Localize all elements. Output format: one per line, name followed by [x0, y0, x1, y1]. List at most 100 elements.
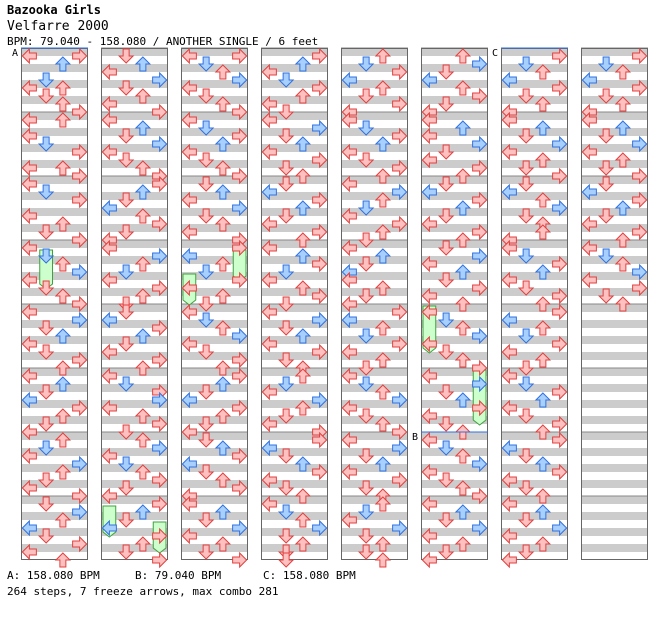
down-arrow [277, 528, 295, 544]
beat-stripe [261, 48, 328, 56]
left-arrow [101, 271, 117, 289]
left-arrow [341, 311, 357, 329]
beat-stripe [101, 96, 168, 104]
beat-stripe [21, 336, 88, 344]
left-arrow [421, 527, 437, 545]
up-arrow [54, 464, 72, 480]
beat-stripe [421, 384, 488, 392]
left-arrow [421, 303, 437, 321]
beat-stripe [341, 416, 408, 424]
right-arrow [152, 439, 168, 457]
right-arrow [392, 439, 408, 457]
right-arrow [552, 335, 568, 353]
right-arrow [232, 351, 248, 369]
right-arrow [72, 351, 88, 369]
beat-stripe [181, 176, 248, 184]
up-arrow [54, 80, 72, 96]
beat-stripe [261, 176, 328, 184]
left-arrow [181, 455, 197, 473]
beat-stripe [421, 208, 488, 216]
right-arrow [232, 551, 248, 569]
beat-stripe [181, 432, 248, 440]
beat-stripe [181, 128, 248, 136]
beat-stripe [421, 304, 488, 312]
down-arrow [437, 384, 455, 400]
beat-stripe [261, 128, 328, 136]
beat-stripe [581, 224, 648, 232]
right-arrow [632, 263, 648, 281]
up-arrow [374, 456, 392, 472]
up-arrow [374, 552, 392, 568]
up-arrow [374, 192, 392, 208]
down-arrow [517, 360, 535, 376]
left-arrow [181, 527, 197, 545]
down-arrow [197, 312, 215, 328]
beat-stripe [261, 496, 328, 504]
right-arrow [232, 399, 248, 417]
right-arrow [632, 47, 648, 65]
beat-stripe [101, 48, 168, 56]
down-arrow [357, 256, 375, 272]
beat-stripe [181, 64, 248, 72]
beat-stripe [261, 464, 328, 472]
beat-stripe [101, 336, 168, 344]
up-arrow [534, 192, 552, 208]
left-arrow [101, 519, 117, 537]
down-arrow [517, 512, 535, 528]
down-arrow [357, 152, 375, 168]
left-arrow [101, 343, 117, 361]
up-arrow [534, 536, 552, 552]
down-arrow [357, 288, 375, 304]
left-arrow [341, 143, 357, 161]
bpm-legend: A: 158.080 BPM B: 79.040 BPM C: 158.080 BP… [7, 569, 356, 582]
left-arrow [501, 183, 517, 201]
beat-stripe [261, 448, 328, 456]
down-arrow [277, 552, 295, 568]
left-arrow [181, 143, 197, 161]
down-arrow [37, 528, 55, 544]
beat-stripe [261, 432, 328, 440]
up-arrow [454, 320, 472, 336]
beat-stripe [101, 544, 168, 552]
up-arrow [294, 456, 312, 472]
down-arrow [37, 416, 55, 432]
right-arrow [392, 63, 408, 81]
down-arrow [597, 208, 615, 224]
right-arrow [472, 455, 488, 473]
beat-stripe [421, 176, 488, 184]
beat-stripe [341, 80, 408, 88]
left-arrow [101, 143, 117, 161]
up-arrow [54, 288, 72, 304]
left-arrow [501, 439, 517, 457]
beat-stripe [101, 416, 168, 424]
beat-stripe [21, 432, 88, 440]
beat-stripe [181, 160, 248, 168]
down-arrow [37, 440, 55, 456]
down-arrow [517, 160, 535, 176]
left-arrow [501, 471, 517, 489]
up-arrow [214, 376, 232, 392]
beat-stripe [421, 368, 488, 376]
down-arrow [37, 384, 55, 400]
beat-stripe [101, 512, 168, 520]
beat-stripe [341, 400, 408, 408]
right-arrow [472, 327, 488, 345]
beat-stripe [421, 352, 488, 360]
left-arrow [581, 183, 597, 201]
up-arrow [374, 416, 392, 432]
left-arrow [21, 79, 37, 97]
beat-stripe [21, 160, 88, 168]
down-arrow [357, 88, 375, 104]
up-arrow [374, 280, 392, 296]
left-arrow [501, 71, 517, 89]
up-arrow [534, 64, 552, 80]
up-arrow [614, 96, 632, 112]
beat-stripe [21, 208, 88, 216]
up-arrow [534, 96, 552, 112]
beat-stripe [261, 368, 328, 376]
right-arrow [472, 55, 488, 73]
left-arrow [181, 111, 197, 129]
right-arrow [72, 191, 88, 209]
beat-stripe [341, 480, 408, 488]
right-arrow [472, 487, 488, 505]
